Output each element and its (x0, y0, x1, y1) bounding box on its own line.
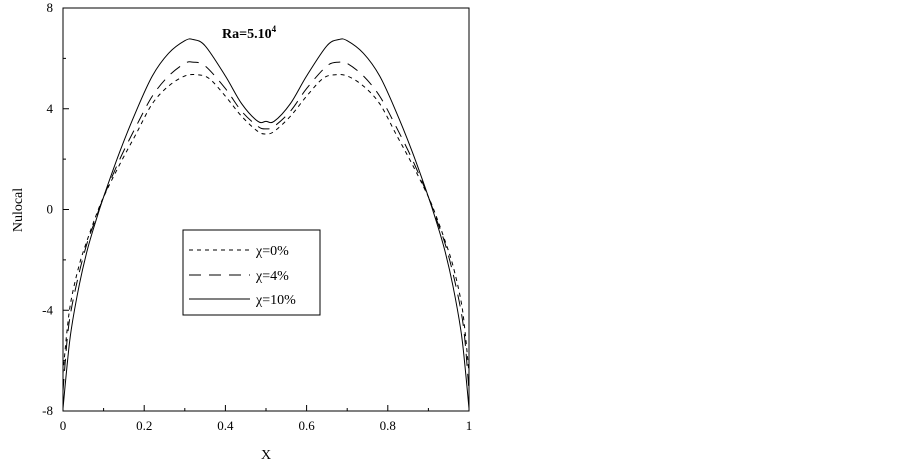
y-tick-labels: -8 -4 0 4 8 (42, 0, 53, 418)
x-tick-label-4: 0.8 (380, 418, 396, 433)
series-line-chi-4 (62, 61, 470, 391)
tick-marks (62, 7, 470, 412)
ra-annotation-text: Ra=5.10 (222, 27, 272, 42)
x-tick-label-0: 0 (60, 418, 67, 433)
y-tick-label-1: -4 (42, 302, 53, 317)
x-tick-label-5: 1 (466, 418, 473, 433)
y-tick-label-0: -8 (42, 403, 53, 418)
ra-annotation: Ra=5.104 (222, 24, 277, 42)
y-axis-label: Nulocal (11, 188, 26, 232)
series-lines (62, 38, 470, 409)
x-axis-label: X (261, 448, 271, 463)
plot-frame (62, 7, 470, 412)
y-tick-label-3: 4 (47, 101, 54, 116)
series-line-chi-0 (62, 73, 470, 374)
legend-label-chi-4: χ=4% (255, 269, 289, 284)
y-tick-label-4: 8 (47, 0, 54, 15)
series-line-chi-10 (62, 38, 470, 409)
x-tick-label-3: 0.6 (298, 418, 315, 433)
x-tick-label-1: 0.2 (136, 418, 152, 433)
legend-box (182, 229, 321, 316)
legend-label-chi-10: χ=10% (255, 293, 296, 308)
legend: χ=0% χ=4% χ=10% (182, 229, 321, 316)
y-tick-label-2: 0 (47, 202, 54, 217)
x-tick-label-2: 0.4 (217, 418, 234, 433)
x-tick-labels: 0 0.2 0.4 0.6 0.8 1 (60, 418, 473, 433)
ra-annotation-superscript: 4 (272, 24, 277, 34)
legend-label-chi-0: χ=0% (255, 244, 289, 259)
